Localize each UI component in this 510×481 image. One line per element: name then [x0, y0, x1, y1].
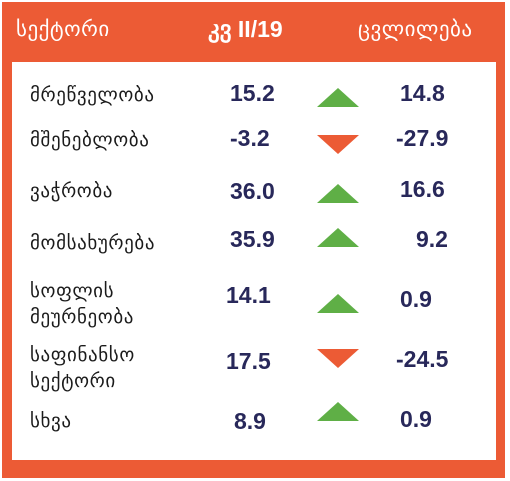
sector-name: მრეწველობა	[30, 84, 155, 106]
sector-name: სოფლის მეურნეობა	[30, 280, 135, 328]
arrow-up-icon	[317, 88, 359, 107]
quarter-value: 35.9	[230, 226, 275, 252]
table-row: ვაჭრობა 36.0 16.6	[12, 174, 496, 214]
arrow-up-icon	[317, 184, 359, 203]
change-value: -27.9	[396, 125, 449, 151]
change-value: 0.9	[400, 286, 432, 312]
sector-name: მშენებლობა	[30, 129, 150, 151]
table-header: სექტორი კვ II/19 ცვლილება	[2, 2, 505, 60]
table-body: მრეწველობა 15.2 14.8 მშენებლობა -3.2 -27…	[12, 62, 496, 460]
table-row: სოფლის მეურნეობა 14.1 0.9	[12, 270, 496, 330]
arrow-down-icon	[317, 135, 359, 154]
arrow-up-icon	[317, 294, 359, 313]
arrow-up-icon	[317, 402, 359, 421]
change-value: 9.2	[416, 226, 448, 252]
table-row: საფინანსო სექტორი 17.5 -24.5	[12, 336, 496, 392]
quarter-value: 14.1	[226, 282, 271, 308]
arrow-down-icon	[317, 349, 359, 368]
table-frame: სექტორი კვ II/19 ცვლილება მრეწველობა 15.…	[2, 2, 505, 478]
sector-name: მომსახურება	[30, 232, 156, 254]
quarter-value: 36.0	[230, 178, 275, 204]
arrow-up-icon	[317, 228, 359, 247]
change-value: 16.6	[400, 176, 445, 202]
change-value: 14.8	[400, 80, 445, 106]
table-row: მომსახურება 35.9 9.2	[12, 222, 496, 262]
quarter-value: 15.2	[230, 80, 275, 106]
sector-name: სხვა	[30, 410, 72, 432]
quarter-value: -3.2	[230, 125, 270, 151]
change-value: 0.9	[400, 406, 432, 432]
header-change: ცვლილება	[358, 17, 473, 41]
table-row: მრეწველობა 15.2 14.8	[12, 78, 496, 118]
change-value: -24.5	[396, 346, 449, 372]
table-row: სხვა 8.9 0.9	[12, 402, 496, 442]
sector-name: საფინანსო სექტორი	[30, 344, 135, 392]
table-row: მშენებლობა -3.2 -27.9	[12, 123, 496, 163]
quarter-value: 8.9	[234, 408, 266, 434]
header-sector: სექტორი	[16, 17, 110, 41]
quarter-value: 17.5	[226, 348, 271, 374]
header-quarter: კვ II/19	[208, 16, 283, 42]
sector-name: ვაჭრობა	[30, 180, 114, 202]
